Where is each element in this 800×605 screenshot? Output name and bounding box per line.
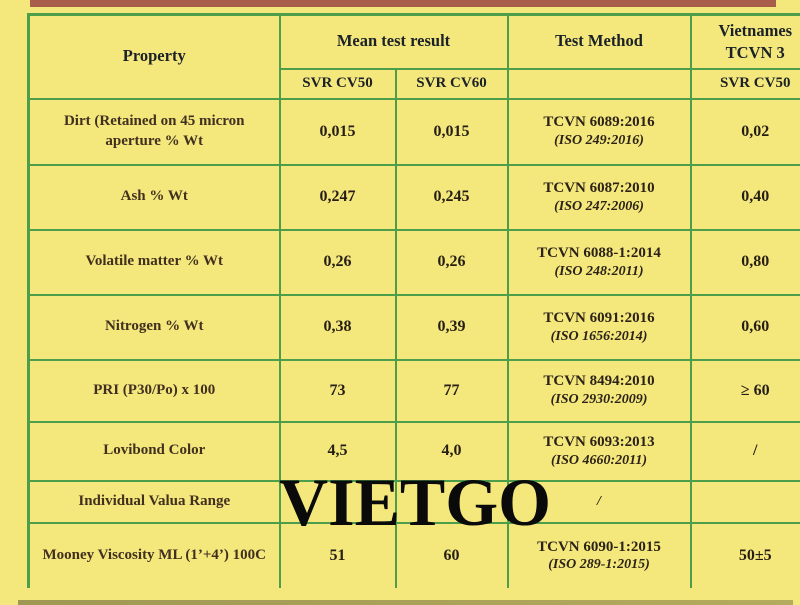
test-method-cell: TCVN 6090-1:2015 (ISO 289-1:2015) (506, 521, 692, 588)
test-method-cell: TCVN 6088-1:2014 (ISO 248:2011) (506, 228, 692, 296)
vn-limit-cell: 0,80 (689, 228, 800, 296)
test-method-cell: TCVN 6089:2016 (ISO 249:2016) (506, 97, 692, 166)
vn-limit-cell: 0,60 (689, 293, 800, 361)
tcvn-standard: TCVN 6090-1:2015 (537, 538, 661, 555)
vn-limit-cell (689, 479, 800, 524)
header-property: Property (27, 13, 281, 100)
cv50-result-cell: 0,38 (278, 293, 397, 361)
header-row-2: SVR CV50 SVR CV60 SVR CV50 (29, 67, 800, 100)
test-method-cell: / (506, 479, 692, 524)
iso-standard: (ISO 1656:2014) (550, 328, 648, 344)
property-cell: PRI (P30/Po) x 100 (27, 358, 281, 423)
header-row-1: Property Mean test result Test Method Vi… (27, 13, 800, 100)
tcvn-standard: TCVN 6087:2010 (543, 179, 655, 196)
cv50-result-cell: 0,015 (278, 97, 397, 166)
tcvn-standard: TCVN 6089:2016 (543, 114, 655, 131)
header-vietnamese-line2: TCVN 3 (725, 42, 785, 62)
test-method-cell: TCVN 6087:2010 (ISO 247:2006) (506, 163, 692, 231)
cv50-result-cell: 73 (278, 358, 397, 423)
vn-limit-cell: 0,02 (689, 97, 800, 166)
cv50-result-cell: 4,5 (278, 420, 397, 482)
iso-standard: (ISO 289-1:2015) (548, 557, 650, 573)
vn-limit-cell: 0,40 (689, 163, 800, 231)
vn-limit-cell: 50±5 (689, 521, 800, 588)
cv60-result-cell: 0,39 (394, 293, 509, 361)
cv60-result-cell (394, 479, 509, 524)
table-row: Nitrogen % Wt 0,38 0,39 TCVN 6091:2016 (… (27, 293, 800, 361)
header-vietnamese-tcvn: Vietnames TCVN 3 (689, 13, 800, 70)
cv50-result-cell: 51 (278, 521, 397, 588)
header-mean-test-result: Mean test result (278, 13, 509, 70)
header-test-method: Test Method (506, 13, 692, 70)
table-row: Mooney Viscosity ML (1’+4’) 100C 51 60 T… (27, 521, 800, 588)
tcvn-standard: TCVN 6091:2016 (543, 309, 655, 326)
cv50-result-cell (278, 479, 397, 524)
property-cell: Ash % Wt (27, 163, 281, 231)
spec-table: Property Mean test result Test Method Vi… (27, 13, 800, 588)
cv60-result-cell: 0,26 (394, 228, 509, 296)
tcvn-standard: TCVN 6093:2013 (543, 433, 655, 450)
cv60-result-cell: 0,015 (394, 97, 509, 166)
spec-table-container: Property Mean test result Test Method Vi… (27, 13, 800, 588)
property-cell: Nitrogen % Wt (27, 293, 281, 361)
test-method-cell: TCVN 6091:2016 (ISO 1656:2014) (506, 293, 692, 361)
table-row: Lovibond Color 4,5 4,0 TCVN 6093:2013 (I… (27, 420, 800, 482)
subheader-vn-svr-cv50: SVR CV50 (689, 67, 800, 100)
property-cell: Volatile matter % Wt (27, 228, 281, 296)
tcvn-standard: TCVN 6088-1:2014 (537, 244, 661, 261)
iso-standard: (ISO 248:2011) (554, 263, 644, 279)
cv60-result-cell: 77 (394, 358, 509, 423)
vn-limit-cell: / (689, 420, 800, 482)
test-method-cell: TCVN 6093:2013 (ISO 4660:2011) (506, 420, 692, 482)
property-cell: Dirt (Retained on 45 micron aperture % W… (27, 97, 281, 166)
table-row: Ash % Wt 0,247 0,245 TCVN 6087:2010 (ISO… (27, 163, 800, 231)
table-row: PRI (P30/Po) x 100 73 77 TCVN 8494:2010 … (27, 358, 800, 423)
table-row: Individual Valua Range / (27, 479, 800, 524)
property-cell: Individual Valua Range (27, 479, 281, 524)
vietgo-watermark: VIETGO (279, 464, 552, 540)
property-cell: Lovibond Color (27, 420, 281, 482)
iso-standard: (ISO 2930:2009) (550, 392, 648, 408)
table-row: Dirt (Retained on 45 micron aperture % W… (27, 97, 800, 166)
tcvn-standard: / (597, 493, 601, 509)
iso-standard: (ISO 249:2016) (554, 133, 644, 149)
subheader-test-method-empty (506, 67, 692, 100)
subheader-svr-cv50: SVR CV50 (278, 67, 397, 100)
subheader-svr-cv60: SVR CV60 (394, 67, 509, 100)
bottom-edge-strip (18, 600, 793, 605)
test-method-cell: TCVN 8494:2010 (ISO 2930:2009) (506, 358, 692, 423)
top-edge-strip (30, 0, 776, 7)
property-cell: Mooney Viscosity ML (1’+4’) 100C (27, 521, 281, 588)
cv60-result-cell: 60 (394, 521, 509, 588)
vn-limit-cell: ≥ 60 (689, 358, 800, 423)
header-vietnamese-line1: Vietnames (718, 21, 793, 41)
table-row: Volatile matter % Wt 0,26 0,26 TCVN 6088… (27, 228, 800, 296)
iso-standard: (ISO 247:2006) (554, 198, 644, 214)
tcvn-standard: TCVN 8494:2010 (543, 373, 655, 390)
cv50-result-cell: 0,247 (278, 163, 397, 231)
cv60-result-cell: 4,0 (394, 420, 509, 482)
iso-standard: (ISO 4660:2011) (550, 452, 648, 468)
cv60-result-cell: 0,245 (394, 163, 509, 231)
cv50-result-cell: 0,26 (278, 228, 397, 296)
